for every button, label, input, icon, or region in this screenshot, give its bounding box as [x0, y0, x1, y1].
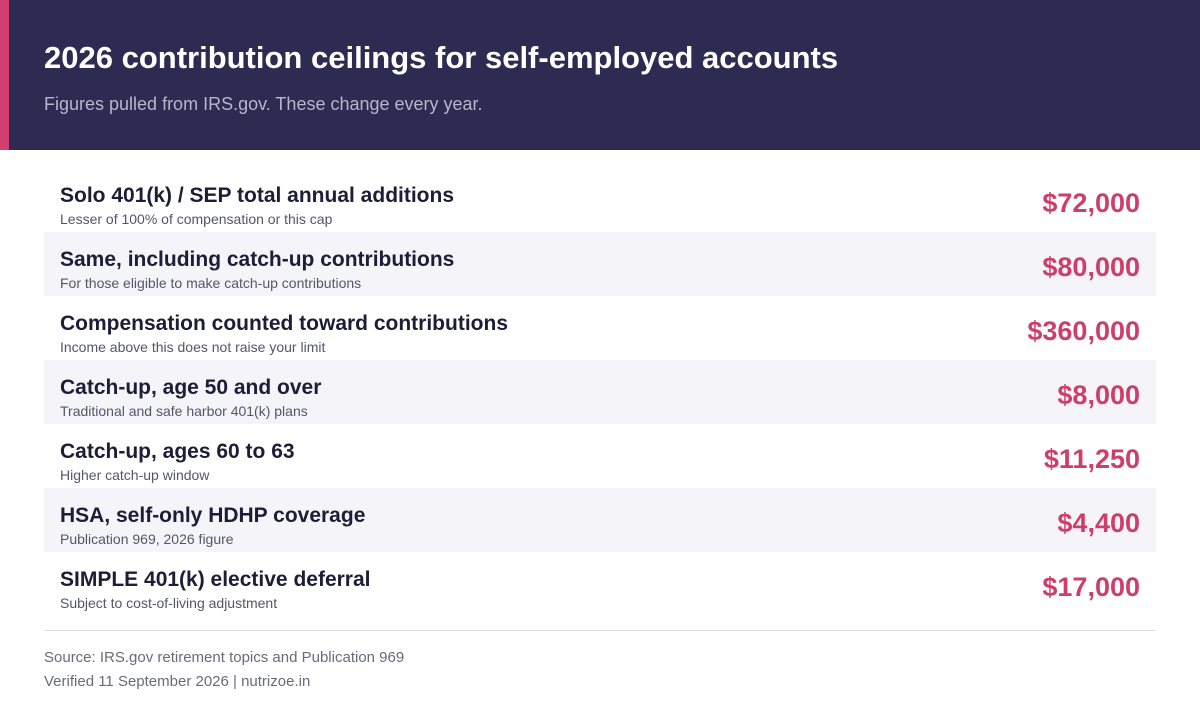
verified-note: Verified 11 September 2026 | nutrizoe.in — [44, 673, 311, 690]
row-label: SIMPLE 401(k) elective deferral — [60, 568, 371, 591]
row-value: $72,000 — [1042, 188, 1140, 218]
limits-table: Solo 401(k) / SEP total annual additions… — [44, 168, 1156, 616]
row-label: Solo 401(k) / SEP total annual additions — [60, 184, 455, 207]
table-row: Catch-up, ages 60 to 63 Higher catch-up … — [44, 424, 1156, 488]
row-label: Same, including catch-up contributions — [60, 248, 455, 271]
row-label: HSA, self-only HDHP coverage — [60, 504, 366, 527]
table-row: Compensation counted toward contribution… — [44, 296, 1156, 360]
source-note: Source: IRS.gov retirement topics and Pu… — [44, 649, 405, 666]
row-note: For those eligible to make catch-up cont… — [60, 275, 362, 291]
footer-divider — [44, 630, 1156, 631]
row-value: $80,000 — [1042, 252, 1140, 282]
row-value: $4,400 — [1057, 508, 1140, 538]
table-row: HSA, self-only HDHP coverage Publication… — [44, 488, 1156, 552]
table-row: Catch-up, age 50 and over Traditional an… — [44, 360, 1156, 424]
row-note: Income above this does not raise your li… — [60, 339, 326, 355]
page-title: 2026 contribution ceilings for self-empl… — [44, 40, 839, 75]
accent-bar — [0, 0, 9, 150]
row-label: Catch-up, age 50 and over — [60, 376, 322, 399]
row-value: $11,250 — [1043, 444, 1140, 474]
row-label: Compensation counted toward contribution… — [60, 312, 508, 335]
page-subtitle: Figures pulled from IRS.gov. These chang… — [44, 94, 483, 114]
row-note: Publication 969, 2026 figure — [60, 531, 234, 547]
table-row: Solo 401(k) / SEP total annual additions… — [44, 168, 1156, 232]
header: 2026 contribution ceilings for self-empl… — [0, 0, 1200, 150]
row-note: Traditional and safe harbor 401(k) plans — [60, 403, 308, 419]
row-value: $8,000 — [1057, 380, 1140, 410]
row-value: $17,000 — [1042, 572, 1140, 602]
row-value: $360,000 — [1027, 316, 1140, 346]
row-note: Subject to cost-of-living adjustment — [60, 595, 278, 611]
row-note: Higher catch-up window — [60, 467, 210, 483]
table-row: SIMPLE 401(k) elective deferral Subject … — [44, 552, 1156, 616]
row-note: Lesser of 100% of compensation or this c… — [60, 211, 333, 227]
table-row: Same, including catch-up contributions F… — [44, 232, 1156, 296]
row-label: Catch-up, ages 60 to 63 — [60, 440, 295, 463]
